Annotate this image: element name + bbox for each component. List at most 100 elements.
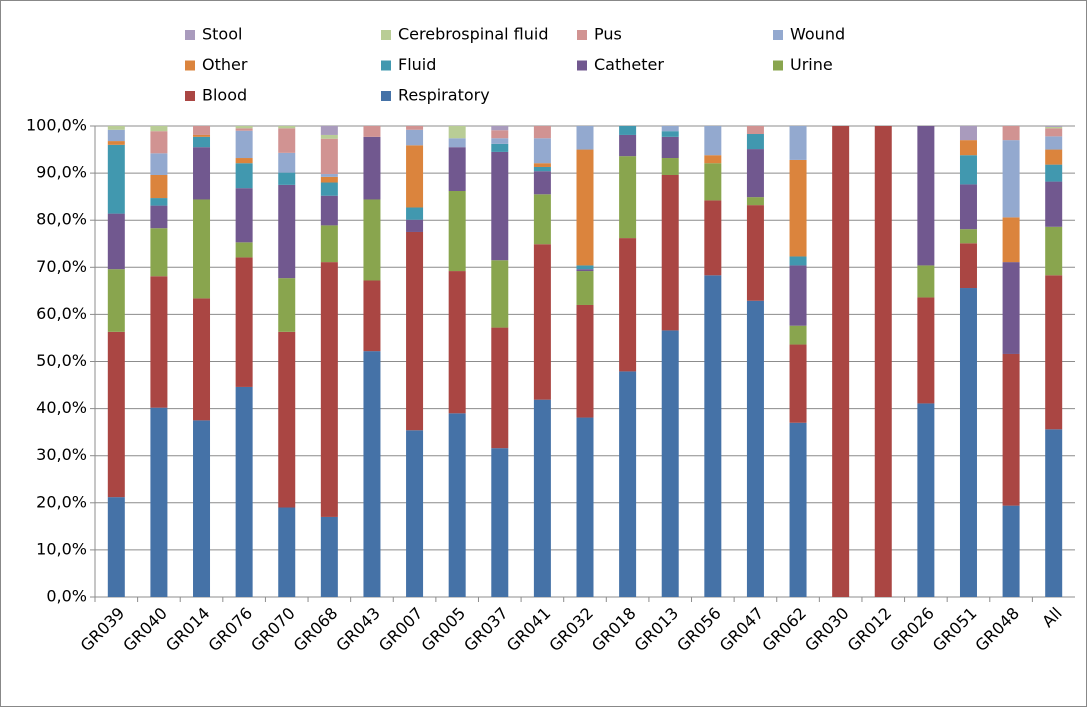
legend-swatch	[577, 60, 587, 71]
bar-segment	[917, 297, 935, 404]
bar-segment	[448, 147, 466, 191]
legend-swatch	[381, 60, 391, 71]
bar-segment	[959, 243, 977, 289]
bar-segment	[448, 190, 466, 272]
bar-segment	[107, 126, 125, 130]
bar-segment	[448, 126, 466, 139]
bar-segment	[107, 213, 125, 270]
bar-segment	[150, 228, 168, 277]
bar-segment	[661, 126, 679, 132]
bar-segment	[193, 147, 211, 200]
bar-segment	[235, 257, 253, 387]
bar-segment	[491, 260, 509, 328]
y-tick-label: 10,0%	[36, 539, 87, 558]
bar-segment	[576, 271, 594, 305]
bar-segment	[491, 151, 509, 261]
bar-segment	[746, 126, 764, 135]
bar-segment	[1045, 181, 1063, 227]
bar-segment	[107, 269, 125, 332]
bar-segment	[235, 163, 253, 189]
bar-segment	[320, 176, 338, 183]
bar-segment	[235, 128, 253, 131]
bar-segment	[874, 126, 892, 597]
bar-segment	[1045, 126, 1063, 127]
y-tick-label: 90,0%	[36, 163, 87, 182]
y-tick-label: 40,0%	[36, 398, 87, 417]
y-tick-label: 70,0%	[36, 257, 87, 276]
bar-segment	[278, 507, 296, 597]
bar-segment	[959, 184, 977, 230]
legend-label: Catheter	[594, 55, 664, 74]
bar-segment	[746, 197, 764, 206]
legend-label: Pus	[594, 25, 622, 44]
bar-segment	[491, 143, 509, 152]
legend-label: Urine	[790, 55, 833, 74]
bar-segment	[533, 399, 551, 597]
bar-segment	[278, 152, 296, 173]
bar-segment	[235, 386, 253, 597]
legend-swatch	[577, 30, 587, 40]
bar-segment	[406, 231, 424, 431]
bar-segment	[746, 134, 764, 150]
legend-swatch	[381, 91, 391, 101]
bar-segment	[406, 129, 424, 146]
bar-segment	[789, 256, 807, 266]
bar-segment	[704, 163, 722, 201]
bar-segment	[789, 126, 807, 160]
bar-segment	[320, 516, 338, 597]
bar-segment	[448, 413, 466, 597]
bar-segment	[363, 280, 381, 352]
bar-segment	[278, 278, 296, 332]
bar-segment	[320, 182, 338, 196]
bar-segment	[193, 420, 211, 597]
y-tick-label: 60,0%	[36, 304, 87, 323]
bar-segment	[150, 174, 168, 199]
bar-segment	[661, 330, 679, 597]
legend-label: Blood	[202, 86, 247, 105]
bar-segment	[363, 351, 381, 597]
bar-segment	[959, 140, 977, 156]
bar-segment	[533, 166, 551, 172]
bar-segment	[576, 304, 594, 418]
bar-segment	[959, 155, 977, 185]
bar-segment	[704, 126, 722, 156]
legend-swatch	[381, 30, 391, 40]
bar-segment	[150, 276, 168, 408]
bar-segment	[193, 126, 211, 135]
bar-segment	[278, 331, 296, 508]
bar-segment	[917, 126, 935, 266]
bar-segment	[619, 156, 637, 239]
bar-segment	[533, 194, 551, 245]
bar-segment	[107, 141, 125, 145]
bar-segment	[491, 130, 509, 139]
y-tick-label: 100,0%	[26, 116, 87, 135]
bar-segment	[406, 126, 424, 130]
bar-segment	[150, 205, 168, 229]
bar-segment	[1002, 140, 1020, 218]
bar-segment	[363, 199, 381, 281]
bar-segment	[193, 136, 211, 148]
bar-segment	[619, 238, 637, 372]
bar-segment	[406, 430, 424, 597]
legend-swatch	[773, 60, 783, 71]
legend-swatch	[185, 30, 195, 40]
bar-segment	[320, 262, 338, 517]
bar-segment	[533, 163, 551, 167]
bar-segment	[150, 153, 168, 175]
bar-segment	[150, 198, 168, 206]
bar-segment	[1045, 149, 1063, 165]
bar-segment	[533, 171, 551, 195]
bar-segment	[661, 136, 679, 159]
bar-segment	[959, 126, 977, 141]
bar-segment	[320, 225, 338, 263]
bar-segment	[917, 403, 935, 597]
bar-segment	[789, 325, 807, 345]
bar-segment	[491, 126, 509, 131]
bar-segment	[1002, 262, 1020, 354]
legend-label: Other	[202, 55, 248, 74]
bar-segment	[661, 158, 679, 175]
bar-segment	[704, 275, 722, 597]
legend-label: Respiratory	[398, 86, 490, 105]
bar-segment	[746, 205, 764, 301]
legend-swatch	[185, 60, 195, 71]
